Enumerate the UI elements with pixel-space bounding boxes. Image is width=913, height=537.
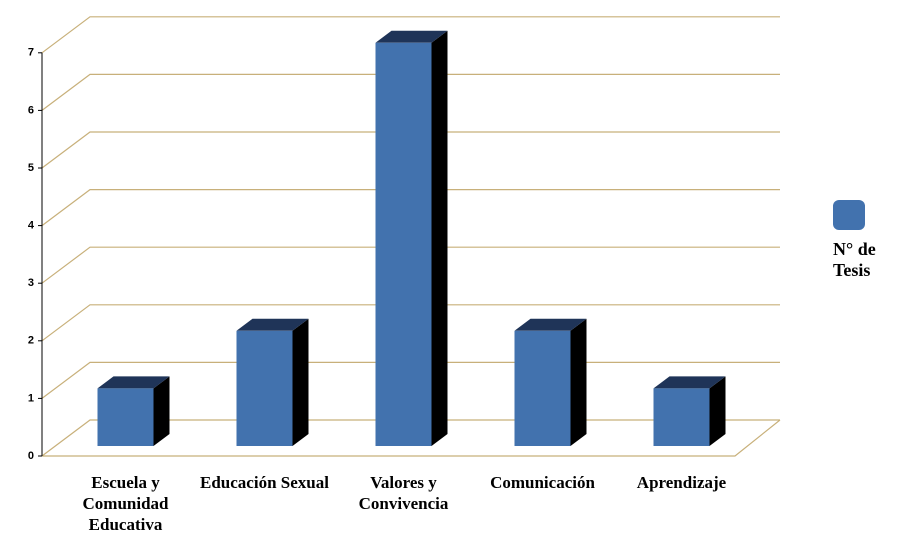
- y-tick-label: 2: [28, 335, 34, 347]
- grid-line: [41, 73, 780, 111]
- grid-line: [41, 189, 780, 227]
- x-tick-label: Comunicación: [490, 473, 595, 492]
- bar-side: [570, 318, 587, 446]
- grid-line: [41, 246, 780, 284]
- y-tick-label: 6: [28, 104, 34, 116]
- bar-top: [97, 376, 170, 389]
- y-tick-label: 4: [28, 220, 35, 232]
- legend-label: N° de Tesis: [833, 239, 876, 280]
- y-tick-label: 0: [28, 450, 34, 462]
- bar-side: [153, 376, 170, 446]
- bar-top: [653, 376, 726, 389]
- bar: [236, 330, 293, 446]
- grid-line: [41, 304, 780, 342]
- y-tick-label: 1: [28, 392, 34, 404]
- bar: [514, 330, 571, 446]
- floor: [42, 419, 781, 457]
- grid-line: [41, 16, 780, 54]
- x-tick-label: Escuela y Comunidad Educativa: [82, 473, 169, 534]
- x-tick-label: Educación Sexual: [200, 473, 329, 492]
- bar-side: [709, 376, 726, 446]
- bar-side: [431, 30, 448, 447]
- y-tick-label: 3: [28, 277, 34, 289]
- bar-top: [375, 30, 448, 43]
- bar: [97, 388, 154, 446]
- bar-top: [514, 318, 587, 331]
- x-tick-label: Valores y Convivencia: [358, 473, 449, 513]
- legend-swatch: [833, 200, 865, 230]
- y-tick-label: 5: [28, 162, 34, 174]
- bar-side: [292, 318, 309, 446]
- bar-top: [236, 318, 309, 331]
- grid-line: [41, 131, 780, 169]
- x-tick-label: Aprendizaje: [636, 473, 727, 492]
- y-tick-label: 7: [28, 47, 34, 59]
- bar: [653, 388, 710, 446]
- bar: [375, 42, 432, 447]
